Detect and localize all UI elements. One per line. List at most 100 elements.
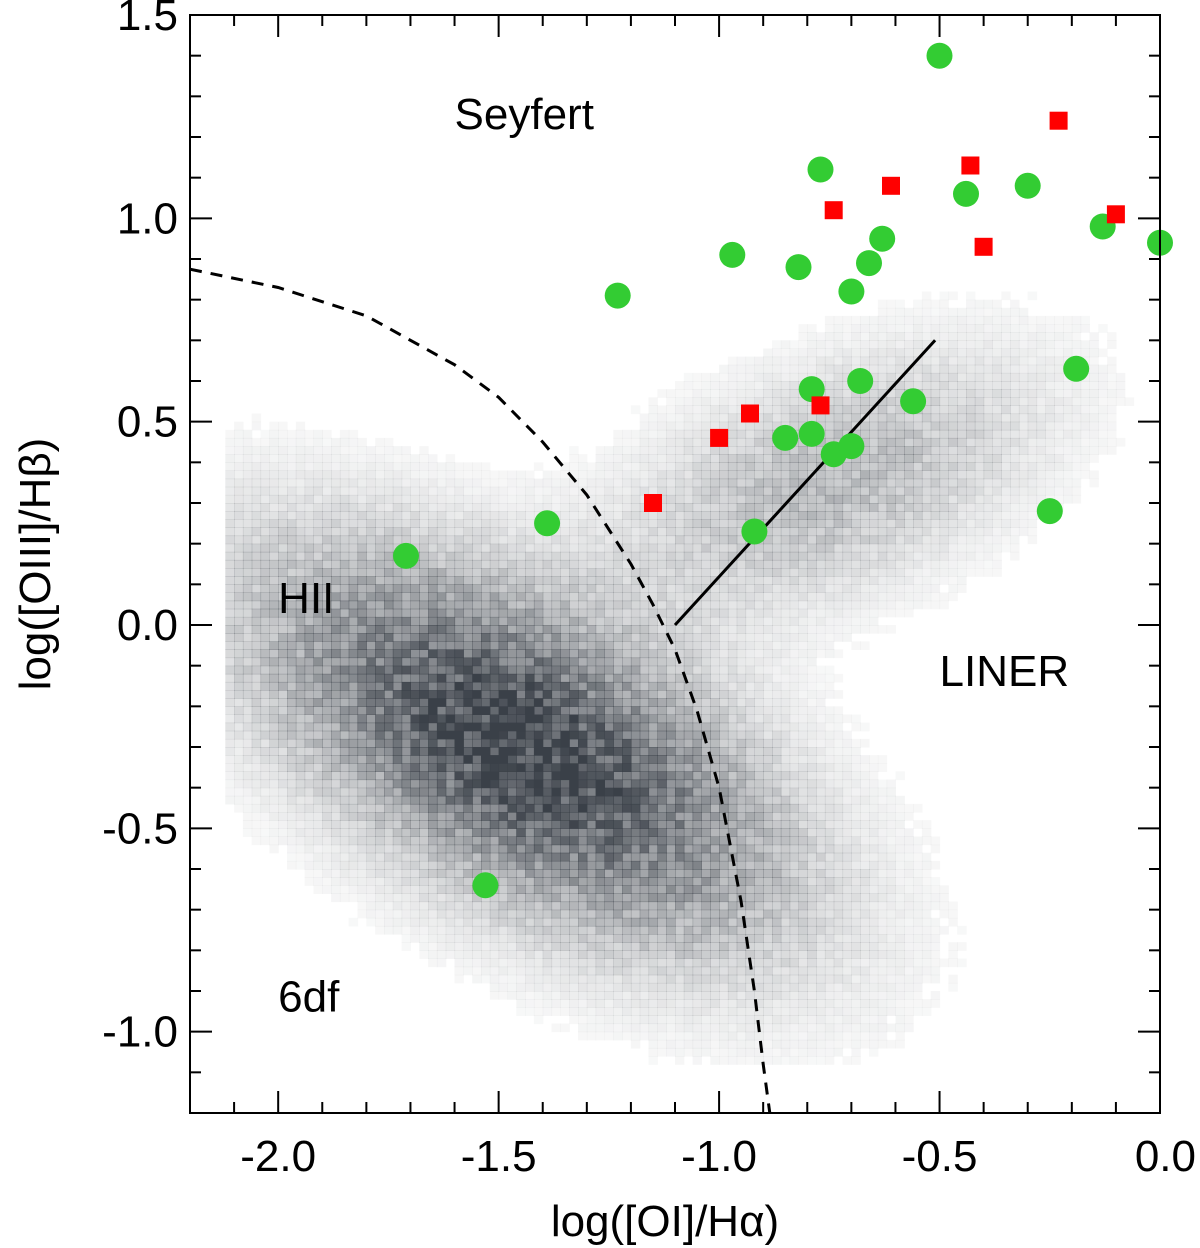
density-cell bbox=[798, 527, 808, 537]
density-cell bbox=[692, 860, 702, 870]
density-cell bbox=[798, 413, 808, 423]
density-cell bbox=[586, 568, 597, 577]
density-cell bbox=[798, 576, 808, 585]
density-cell bbox=[366, 877, 376, 886]
density-cell bbox=[780, 1039, 791, 1049]
density-cell bbox=[586, 730, 597, 740]
density-cell bbox=[419, 592, 429, 602]
density-cell bbox=[745, 478, 755, 488]
density-cell bbox=[436, 714, 447, 724]
density-cell bbox=[842, 860, 852, 870]
density-cell bbox=[304, 494, 314, 504]
density-cell bbox=[613, 551, 623, 561]
density-cell bbox=[242, 787, 253, 797]
density-cell bbox=[789, 608, 799, 618]
density-cell bbox=[463, 600, 473, 610]
density-cell bbox=[234, 771, 244, 781]
density-cell bbox=[313, 812, 323, 821]
density-cell bbox=[260, 747, 270, 756]
density-cell bbox=[683, 991, 694, 1000]
density-cell bbox=[816, 348, 826, 358]
density-cell bbox=[472, 942, 482, 951]
density-cell bbox=[489, 568, 500, 577]
density-cell bbox=[595, 690, 605, 699]
density-cell bbox=[516, 877, 526, 886]
density-cell bbox=[630, 559, 641, 569]
density-cell bbox=[824, 616, 835, 626]
density-cell bbox=[736, 592, 747, 602]
density-cell bbox=[657, 1007, 667, 1016]
density-cell bbox=[595, 1015, 605, 1025]
density-cell bbox=[498, 657, 508, 667]
density-cell bbox=[542, 730, 553, 740]
density-cell bbox=[780, 608, 791, 618]
density-cell bbox=[436, 551, 447, 561]
density-cell bbox=[780, 771, 791, 781]
density-cell bbox=[287, 568, 297, 577]
density-cell bbox=[278, 820, 288, 829]
density-cell bbox=[622, 649, 632, 659]
density-cell bbox=[710, 690, 720, 699]
density-cell bbox=[763, 568, 773, 577]
density-cell bbox=[657, 787, 667, 797]
density-cell bbox=[683, 429, 694, 439]
density-cell bbox=[234, 633, 244, 642]
density-cell bbox=[366, 755, 376, 764]
density-cell bbox=[613, 665, 623, 675]
density-cell bbox=[445, 771, 456, 781]
density-cell bbox=[410, 795, 420, 805]
density-cell bbox=[630, 446, 641, 455]
density-cell bbox=[419, 812, 429, 821]
density-cell bbox=[560, 982, 570, 992]
density-cell bbox=[472, 584, 482, 593]
density-cell bbox=[833, 950, 844, 959]
density-cell bbox=[824, 966, 835, 976]
density-cell bbox=[481, 576, 491, 585]
density-cell bbox=[824, 364, 835, 374]
density-cell bbox=[295, 738, 306, 748]
density-cell bbox=[260, 446, 270, 455]
density-cell bbox=[269, 649, 279, 659]
density-cell bbox=[780, 616, 791, 626]
density-cell bbox=[445, 690, 456, 699]
density-cell bbox=[454, 909, 464, 919]
density-cell bbox=[507, 966, 517, 976]
density-cell bbox=[348, 527, 359, 537]
density-cell bbox=[719, 958, 729, 968]
density-cell bbox=[701, 934, 711, 943]
density-cell bbox=[586, 559, 597, 569]
density-cell bbox=[419, 559, 429, 569]
density-cell bbox=[798, 869, 808, 878]
density-cell bbox=[683, 999, 694, 1008]
density-cell bbox=[348, 698, 359, 707]
density-cell bbox=[242, 641, 253, 650]
density-cell bbox=[242, 633, 253, 642]
density-cell bbox=[710, 519, 720, 528]
density-cell bbox=[613, 494, 623, 504]
density-cell bbox=[675, 494, 685, 504]
density-cell bbox=[772, 340, 782, 349]
density-cell bbox=[710, 763, 720, 772]
density-cell bbox=[278, 633, 288, 642]
density-cell bbox=[287, 698, 297, 707]
density-cell bbox=[472, 690, 482, 699]
density-cell bbox=[454, 568, 464, 577]
density-cell bbox=[410, 657, 420, 667]
density-cell bbox=[242, 600, 253, 610]
density-cell bbox=[789, 966, 799, 976]
density-cell bbox=[701, 413, 711, 423]
density-cell bbox=[824, 820, 835, 829]
density-cell bbox=[763, 901, 773, 911]
density-cell bbox=[428, 535, 438, 545]
density-cell bbox=[419, 543, 429, 553]
density-cell bbox=[489, 576, 500, 585]
density-cell bbox=[798, 803, 808, 813]
density-cell bbox=[472, 787, 482, 797]
density-cell bbox=[630, 608, 641, 618]
density-cell bbox=[454, 779, 464, 789]
density-cell bbox=[613, 1015, 623, 1025]
density-cell bbox=[481, 535, 491, 545]
density-cell bbox=[357, 641, 367, 650]
density-cell bbox=[683, 877, 694, 886]
density-cell bbox=[613, 852, 623, 862]
